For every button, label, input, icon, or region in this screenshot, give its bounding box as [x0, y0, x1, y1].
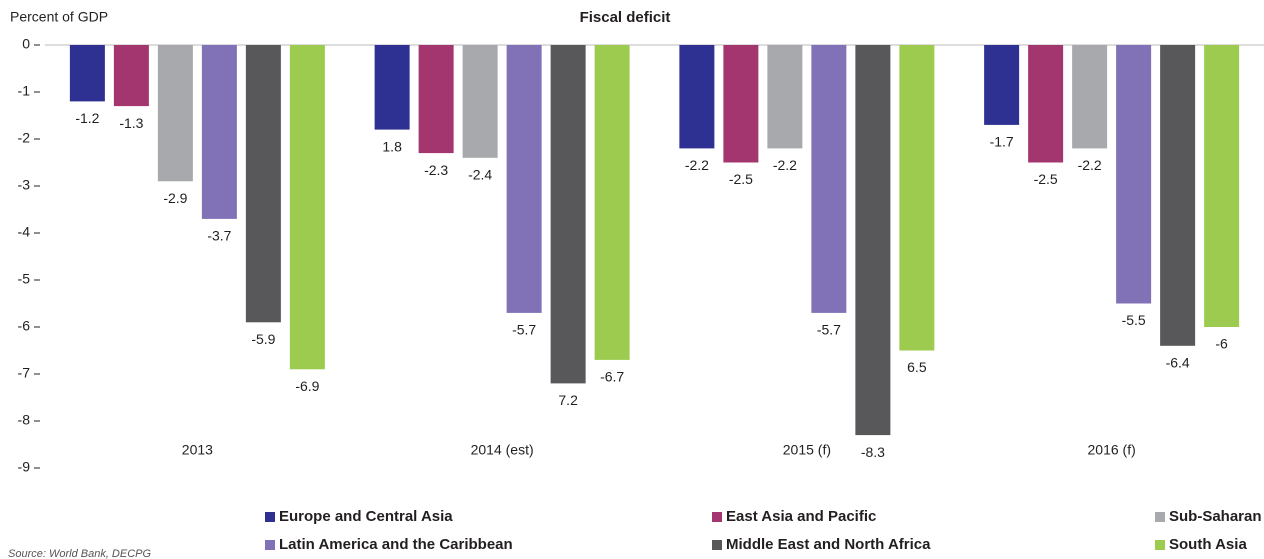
value-label: -8.3: [861, 444, 885, 460]
bar: [506, 45, 542, 313]
bar: [462, 45, 498, 158]
value-label: -5.7: [817, 322, 841, 338]
value-label: -2.5: [729, 171, 753, 187]
legend-swatch: [712, 512, 722, 522]
value-label: -6.7: [600, 369, 624, 385]
legend-label: Middle East and North Africa: [726, 536, 931, 553]
legend-swatch: [1155, 512, 1165, 522]
value-label: -1.3: [119, 115, 143, 131]
bar: [1160, 45, 1196, 346]
value-label: 1.8: [382, 138, 402, 154]
y-tick-label: -1: [18, 83, 31, 99]
value-label: -2.4: [468, 167, 492, 183]
value-label: -2.3: [424, 162, 448, 178]
value-label: -5.7: [512, 322, 536, 338]
y-tick-label: 0: [22, 36, 30, 52]
y-tick-label: -6: [18, 318, 31, 334]
bar: [1116, 45, 1152, 304]
value-label: -5.9: [251, 331, 275, 347]
bar: [1072, 45, 1108, 149]
value-label: -2.5: [1034, 171, 1058, 187]
value-label: 7.2: [558, 392, 578, 408]
x-tick-label: 2014 (est): [471, 442, 534, 458]
bar: [550, 45, 586, 384]
bar: [1028, 45, 1064, 163]
bar: [723, 45, 759, 163]
value-label: -2.2: [773, 157, 797, 173]
source-note: Source: World Bank, DECPG: [8, 548, 151, 559]
y-tick-label: -5: [18, 271, 31, 287]
value-label: -6: [1215, 336, 1228, 352]
value-label: -2.9: [163, 190, 187, 206]
bar: [69, 45, 105, 102]
value-label: -1.2: [75, 110, 99, 126]
legend-swatch: [265, 540, 275, 550]
value-label: -2.2: [685, 157, 709, 173]
x-tick-label: 2015 (f): [783, 442, 831, 458]
y-tick-label: -9: [18, 459, 31, 475]
bar: [245, 45, 281, 323]
value-label: -2.2: [1078, 157, 1102, 173]
legend-swatch: [1155, 540, 1165, 550]
y-tick-label: -8: [18, 412, 31, 428]
bar: [113, 45, 149, 107]
bar: [157, 45, 193, 182]
y-tick-label: -7: [18, 365, 31, 381]
legend-label: East Asia and Pacific: [726, 508, 876, 525]
value-label: -1.7: [990, 134, 1014, 150]
legend-swatch: [265, 512, 275, 522]
bar: [289, 45, 325, 370]
y-axis-label: Percent of GDP: [10, 9, 108, 25]
bar: [899, 45, 935, 351]
y-tick-label: -4: [18, 224, 31, 240]
legend-label: Europe and Central Asia: [279, 508, 453, 525]
x-tick-label: 2016 (f): [1088, 442, 1136, 458]
bar: [201, 45, 237, 219]
legend-label: Latin America and the Caribbean: [279, 536, 513, 553]
bar: [679, 45, 715, 149]
value-label: -6.4: [1166, 355, 1190, 371]
bar: [418, 45, 454, 154]
value-label: -5.5: [1122, 312, 1146, 328]
y-tick-label: -3: [18, 177, 31, 193]
bar: [374, 45, 410, 130]
legend-label: Sub-Saharan Africa: [1169, 508, 1264, 525]
value-label: 6.5: [907, 359, 927, 375]
legend-label: South Asia: [1169, 536, 1247, 553]
x-tick-label: 2013: [182, 442, 213, 458]
bar: [594, 45, 630, 360]
bar: [984, 45, 1020, 125]
value-label: -3.7: [207, 228, 231, 244]
bar: [1204, 45, 1240, 327]
value-label: -6.9: [295, 378, 319, 394]
bar: [767, 45, 803, 149]
y-tick-label: -2: [18, 130, 31, 146]
legend-swatch: [712, 540, 722, 550]
chart-title: Fiscal deficit: [580, 9, 671, 26]
bar: [855, 45, 891, 436]
bar: [811, 45, 847, 313]
